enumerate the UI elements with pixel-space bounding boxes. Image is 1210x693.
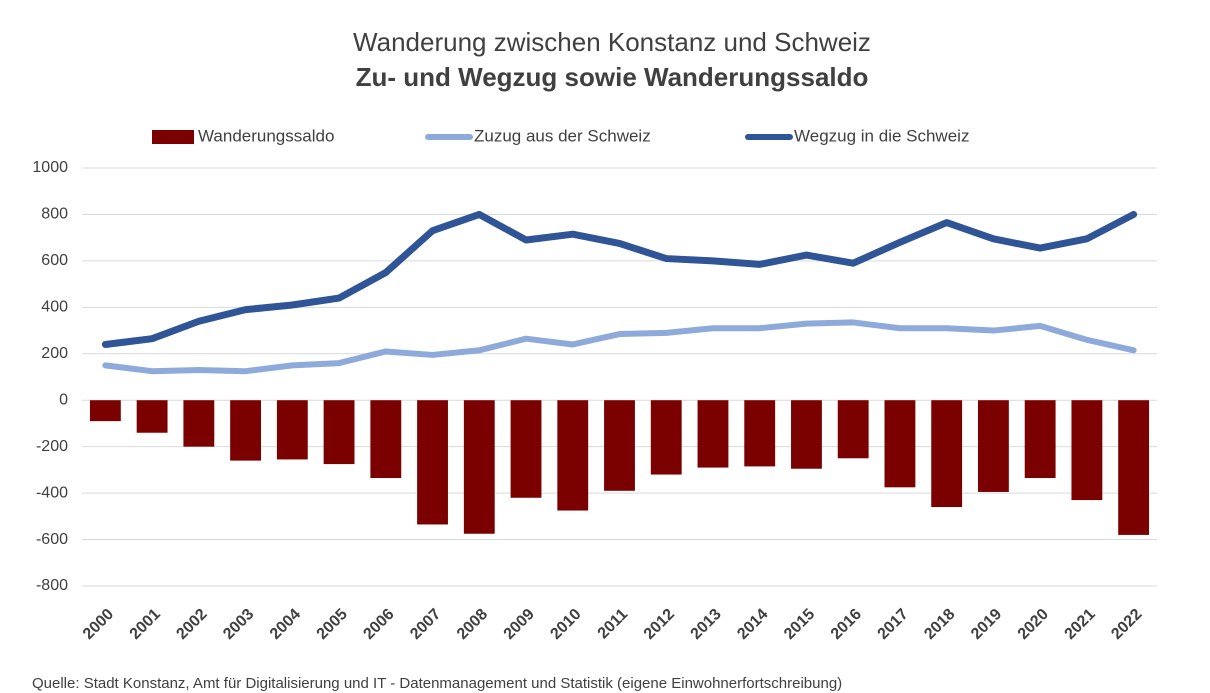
x-tick-label: 2021 (1062, 606, 1099, 643)
bar (463, 400, 495, 534)
x-tick-label: 2017 (875, 606, 912, 643)
legend-label: Wegzug in die Schweiz (794, 126, 969, 145)
bar (931, 400, 963, 508)
bar (697, 400, 729, 468)
bar (557, 400, 589, 511)
bar (837, 400, 869, 459)
chart-subtitle: Zu- und Wegzug sowie Wanderungssaldo (356, 62, 869, 92)
bar (1118, 400, 1150, 535)
x-tick-label: 2003 (220, 606, 257, 643)
x-tick-label: 2007 (407, 606, 444, 643)
x-tick-label: 2019 (968, 606, 1005, 643)
bar (136, 400, 168, 433)
y-tick-label: 400 (41, 299, 68, 316)
x-tick-label: 2006 (360, 606, 397, 643)
x-tick-label: 2022 (1108, 606, 1145, 643)
legend-swatch (152, 130, 194, 144)
x-tick-label: 2008 (454, 606, 491, 643)
bar (744, 400, 776, 467)
y-tick-label: -200 (36, 438, 68, 455)
bar (650, 400, 682, 475)
x-tick-label: 2000 (80, 606, 117, 643)
x-tick-label: 2016 (828, 606, 865, 643)
x-tick-label: 2014 (734, 606, 771, 643)
x-tick-label: 2009 (501, 606, 538, 643)
source-note: Quelle: Stadt Konstanz, Amt für Digitali… (32, 675, 842, 692)
x-tick-label: 2005 (314, 606, 351, 643)
bar (89, 400, 121, 422)
bar (230, 400, 262, 461)
x-tick-label: 2004 (267, 606, 304, 643)
y-tick-label: -800 (36, 577, 68, 594)
chart-title: Wanderung zwischen Konstanz und Schweiz (353, 27, 871, 57)
x-tick-label: 2011 (595, 606, 632, 643)
y-tick-label: -400 (36, 484, 68, 501)
x-tick-label: 2018 (921, 606, 958, 643)
bar (510, 400, 542, 498)
bar (323, 400, 355, 465)
line (101, 210, 1138, 348)
bar (417, 400, 448, 525)
bar (183, 400, 215, 447)
x-tick-label: 2013 (688, 606, 725, 643)
x-tick-label: 2020 (1015, 606, 1052, 643)
bar (370, 400, 402, 479)
y-tick-label: 0 (59, 391, 68, 408)
bar (884, 400, 916, 488)
bar (977, 400, 1009, 492)
bar (1024, 400, 1056, 479)
x-tick-label: 2012 (641, 606, 678, 643)
x-tick-label: 2002 (173, 606, 210, 643)
legend-label: Wanderungssaldo (198, 126, 334, 145)
y-tick-label: 800 (41, 206, 68, 223)
y-tick-label: 600 (41, 252, 68, 269)
bar (1071, 400, 1103, 501)
legend-label: Zuzug aus der Schweiz (474, 126, 651, 145)
y-tick-label: 1000 (32, 159, 68, 176)
bar (791, 400, 822, 469)
x-tick-label: 2015 (781, 606, 818, 643)
bar (276, 400, 308, 460)
x-tick-label: 2001 (127, 606, 164, 643)
line (102, 319, 1137, 375)
x-tick-label: 2010 (547, 606, 584, 643)
bar (604, 400, 635, 491)
y-tick-label: -600 (36, 531, 68, 548)
y-tick-label: 200 (41, 345, 68, 362)
